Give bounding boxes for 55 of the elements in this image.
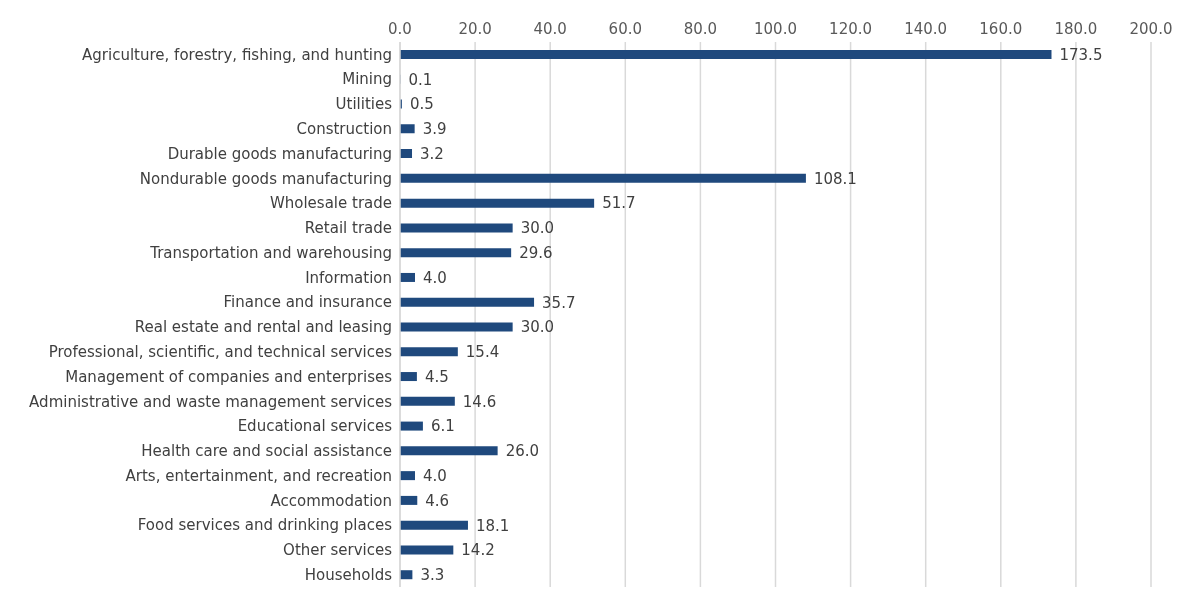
y-tick-label: Real estate and rental and leasing [134, 318, 392, 337]
y-tick-label: Wholesale trade [269, 194, 392, 213]
y-tick-label: Arts, entertainment, and recreation [125, 466, 392, 485]
y-tick-label: Professional, scientific, and technical services [48, 342, 393, 361]
data-label: 3.2 [420, 144, 444, 163]
data-label: 108.1 [813, 169, 857, 188]
x-tick-label: 60.0 [608, 20, 642, 38]
x-tick-label: 0.0 [388, 20, 412, 38]
y-tick-label: Educational services [237, 417, 393, 436]
y-tick-label: Finance and insurance [223, 293, 392, 312]
y-tick-label: Accommodation [270, 491, 392, 510]
y-tick-label: Construction [296, 120, 392, 139]
data-label: 26.0 [505, 442, 540, 461]
data-label: 30.0 [520, 219, 555, 238]
y-tick-label: Administrative and waste management services [29, 392, 393, 411]
y-tick-label: Households [304, 565, 393, 584]
y-tick-label: Retail trade [304, 219, 392, 238]
data-label: 15.4 [465, 343, 500, 362]
y-tick-label: Other services [283, 541, 393, 560]
data-label: 18.1 [475, 516, 510, 535]
data-label: 173.5 [1059, 45, 1103, 64]
y-tick-label: Information [305, 268, 392, 287]
y-tick-label: Utilities [335, 95, 393, 114]
x-tick-label: 20.0 [458, 20, 492, 38]
data-label: 4.0 [423, 268, 447, 287]
y-tick-label: Transportation and warehousing [149, 243, 392, 262]
y-tick-label: Durable goods manufacturing [167, 144, 392, 163]
data-label: 14.2 [461, 541, 495, 560]
x-tick-label: 160.0 [979, 20, 1023, 38]
y-tick-label: Mining [342, 70, 392, 89]
x-tick-label: 40.0 [533, 20, 567, 38]
y-tick-label: Food services and drinking places [137, 516, 393, 535]
data-label: 35.7 [542, 293, 576, 312]
x-tick-label: 180.0 [1054, 20, 1098, 38]
x-tick-label: 120.0 [829, 20, 873, 38]
y-tick-label: Health care and social assistance [141, 442, 392, 461]
x-tick-label: 100.0 [754, 20, 797, 38]
data-label: 3.9 [422, 120, 447, 139]
y-tick-label: Nondurable goods manufacturing [139, 169, 392, 188]
y-tick-label: Agriculture, forestry, fishing, and hunting [82, 45, 392, 64]
data-label: 6.1 [430, 417, 455, 436]
x-tick-label: 80.0 [683, 20, 718, 38]
data-label: 14.6 [462, 392, 497, 411]
data-label: 51.7 [602, 194, 636, 213]
x-tick-label: 200.0 [1129, 20, 1173, 38]
data-label: 4.5 [424, 367, 449, 386]
data-label: 4.0 [423, 466, 447, 485]
data-label: 0.1 [408, 70, 433, 89]
data-label: 0.5 [409, 95, 434, 114]
data-label: 3.3 [420, 566, 445, 585]
x-tick-label: 140.0 [904, 20, 948, 38]
data-label: 29.6 [519, 244, 553, 263]
y-tick-label: Management of companies and enterprises [65, 367, 393, 386]
data-label: 4.6 [425, 491, 450, 510]
data-label: 30.0 [520, 318, 555, 337]
